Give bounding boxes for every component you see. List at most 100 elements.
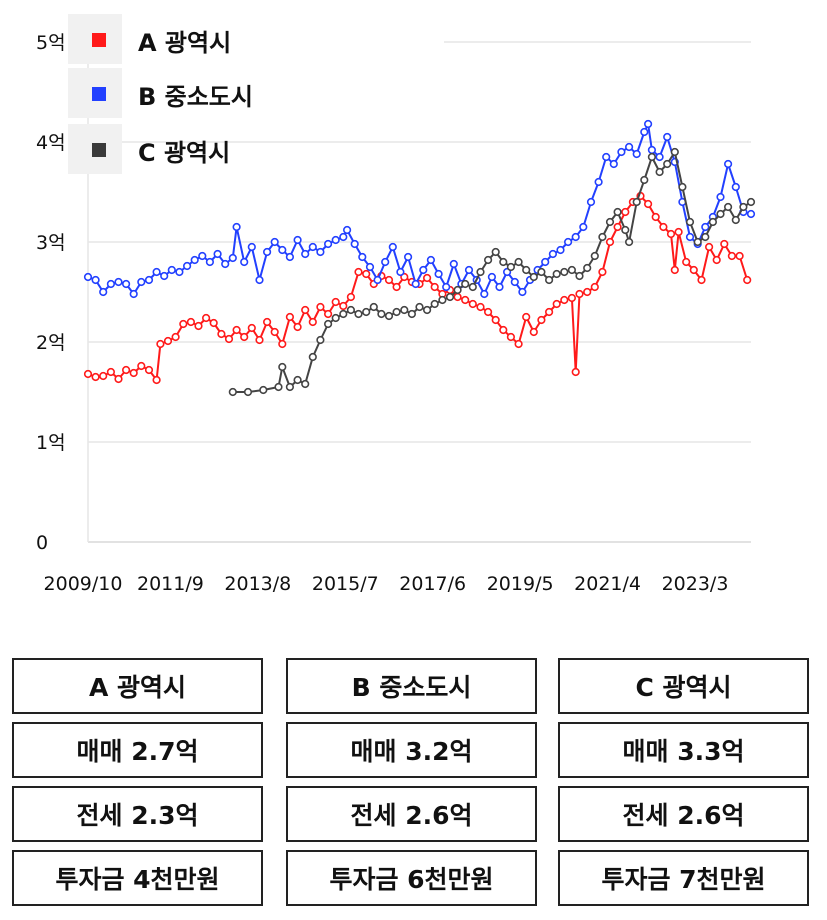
data-point bbox=[663, 159, 672, 169]
table-cell: 전세 2.3억 bbox=[12, 786, 263, 842]
data-point bbox=[621, 207, 630, 217]
data-point bbox=[663, 132, 672, 142]
legend-item-c[interactable]: C 광역시 bbox=[68, 124, 230, 174]
data-point bbox=[609, 159, 618, 169]
x-tick-label: 2011/9 bbox=[137, 573, 204, 595]
series-line bbox=[87, 195, 749, 381]
series-3 bbox=[228, 147, 756, 397]
x-tick-label: 2017/6 bbox=[399, 573, 466, 595]
data-point bbox=[194, 321, 203, 331]
data-point bbox=[670, 265, 679, 275]
data-point bbox=[213, 249, 222, 259]
x-tick-label: 2019/5 bbox=[487, 573, 554, 595]
data-point bbox=[293, 375, 302, 385]
data-point bbox=[381, 257, 390, 267]
data-point bbox=[453, 292, 462, 302]
data-point bbox=[167, 265, 176, 275]
x-tick-label: 2013/8 bbox=[224, 573, 291, 595]
data-point bbox=[624, 142, 634, 152]
data-point bbox=[743, 275, 752, 285]
data-point bbox=[605, 217, 615, 227]
table-cell: B 중소도시 bbox=[286, 658, 537, 714]
data-point bbox=[209, 318, 218, 328]
data-point bbox=[217, 329, 226, 339]
data-point bbox=[495, 282, 504, 292]
data-point bbox=[175, 267, 184, 277]
data-point bbox=[278, 245, 287, 255]
data-point bbox=[430, 282, 439, 292]
data-point bbox=[392, 282, 401, 292]
data-point bbox=[324, 239, 333, 249]
data-point bbox=[232, 325, 241, 335]
data-point bbox=[560, 267, 569, 277]
table-cell: 매매 2.7억 bbox=[12, 722, 263, 778]
y-tick-label: 1억 bbox=[36, 432, 66, 454]
data-point bbox=[712, 255, 721, 265]
data-point bbox=[308, 317, 317, 327]
data-point bbox=[746, 209, 756, 219]
data-point bbox=[583, 287, 592, 297]
data-point bbox=[537, 267, 546, 277]
data-point bbox=[575, 271, 584, 281]
data-point bbox=[152, 375, 161, 385]
data-point bbox=[583, 263, 592, 273]
legend-item-a[interactable]: A 광역시 bbox=[68, 14, 444, 64]
data-point bbox=[205, 257, 214, 267]
data-point bbox=[384, 275, 394, 285]
data-point bbox=[655, 167, 664, 177]
data-point bbox=[293, 235, 302, 245]
legend-label-a: A 광역시 bbox=[138, 29, 232, 57]
x-tick-label: 2023/3 bbox=[662, 573, 729, 595]
data-point bbox=[384, 311, 394, 321]
data-point bbox=[419, 265, 428, 275]
data-point bbox=[746, 197, 756, 207]
data-point bbox=[278, 362, 287, 372]
data-point bbox=[655, 152, 664, 162]
data-point bbox=[339, 301, 348, 311]
data-point bbox=[727, 251, 737, 261]
data-point bbox=[670, 147, 679, 157]
data-point bbox=[316, 247, 325, 257]
data-point bbox=[114, 277, 123, 287]
data-point bbox=[685, 217, 695, 227]
data-point bbox=[480, 289, 489, 299]
data-point bbox=[121, 365, 131, 375]
data-point bbox=[171, 332, 180, 342]
data-point bbox=[640, 175, 649, 185]
data-point bbox=[556, 245, 565, 255]
data-point bbox=[647, 145, 657, 155]
data-point bbox=[571, 367, 580, 377]
table-cell: 투자금 6천만원 bbox=[286, 850, 537, 906]
data-point bbox=[137, 361, 146, 371]
data-point bbox=[632, 149, 641, 159]
data-point bbox=[522, 265, 531, 275]
data-point bbox=[160, 271, 169, 281]
data-point bbox=[666, 229, 676, 239]
data-point bbox=[716, 192, 725, 202]
data-point bbox=[186, 317, 195, 327]
data-point bbox=[106, 367, 115, 377]
data-point bbox=[685, 232, 695, 242]
data-point bbox=[678, 182, 687, 192]
data-point bbox=[255, 335, 264, 345]
data-point bbox=[240, 332, 249, 342]
data-point bbox=[632, 197, 641, 207]
data-point bbox=[99, 371, 108, 381]
data-point bbox=[621, 225, 630, 235]
data-point bbox=[552, 269, 561, 279]
data-point bbox=[331, 313, 340, 323]
legend-item-b[interactable]: B 중소도시 bbox=[68, 68, 444, 118]
data-point bbox=[232, 222, 241, 232]
table-cell: 투자금 7천만원 bbox=[558, 850, 809, 906]
data-point bbox=[537, 315, 546, 325]
data-point bbox=[152, 267, 161, 277]
data-point bbox=[567, 265, 577, 275]
data-point bbox=[198, 251, 207, 261]
data-point bbox=[499, 325, 508, 335]
x-tick-label: 2021/4 bbox=[574, 573, 641, 595]
data-point bbox=[274, 382, 283, 392]
series-1 bbox=[83, 191, 752, 385]
data-point bbox=[106, 279, 115, 289]
data-point bbox=[506, 262, 516, 272]
data-point bbox=[285, 382, 295, 392]
